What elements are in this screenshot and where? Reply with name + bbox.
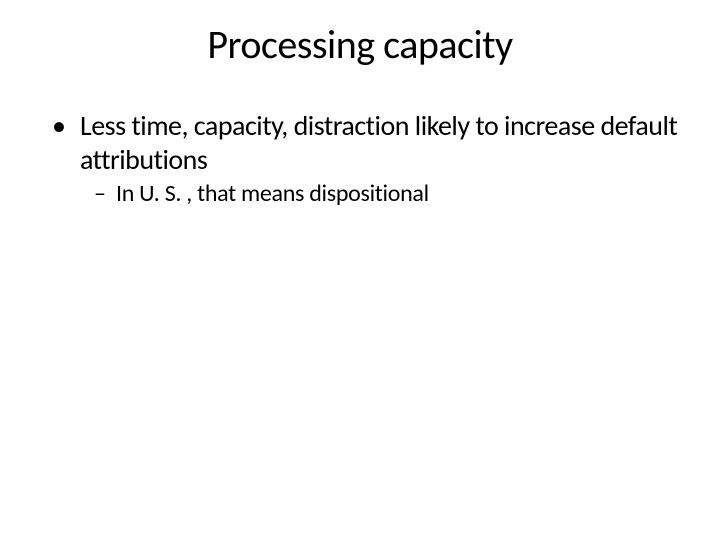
bullet-marker-l1: • xyxy=(52,109,66,143)
bullet-level-2: – In U. S. , that means dispositional xyxy=(38,180,682,209)
slide-content: • Less time, capacity, distraction likel… xyxy=(0,109,720,209)
bullet-marker-l2: – xyxy=(94,180,106,209)
bullet-text-l2: In U. S. , that means dispositional xyxy=(116,180,429,209)
bullet-level-1: • Less time, capacity, distraction likel… xyxy=(38,109,682,176)
bullet-text-l1: Less time, capacity, distraction likely … xyxy=(80,109,682,176)
slide-title: Processing capacity xyxy=(0,20,720,69)
slide-container: Processing capacity • Less time, capacit… xyxy=(0,0,720,540)
